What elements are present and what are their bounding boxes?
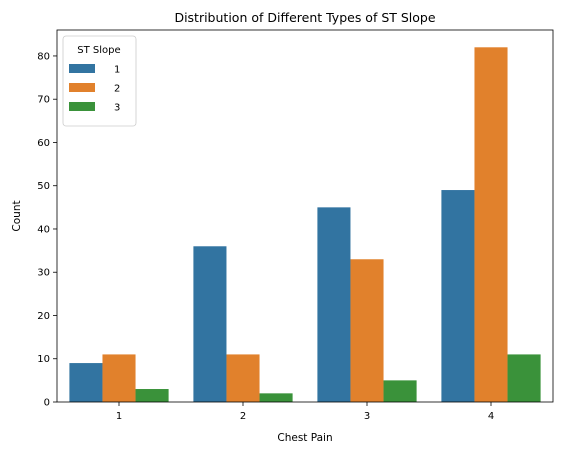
y-tick-label: 60 — [37, 138, 50, 149]
y-tick-label: 20 — [37, 311, 50, 322]
x-axis: 1 2 3 4 — [116, 402, 494, 422]
y-tick-label: 0 — [44, 398, 50, 409]
bar-cat-3-series-3 — [383, 380, 417, 402]
y-tick-label: 70 — [37, 95, 50, 106]
y-tick-label: 50 — [37, 181, 50, 192]
legend: ST Slope 1 2 3 — [62, 35, 137, 127]
x-tick-label: 4 — [488, 411, 494, 422]
bar-cat-3-series-2 — [350, 259, 384, 402]
y-tick-label: 80 — [37, 51, 50, 62]
chart-title: Distribution of Different Types of ST Sl… — [174, 10, 435, 25]
bar-cat-4-series-2 — [474, 47, 508, 403]
bar-cat-2-series-1 — [193, 246, 227, 402]
bar-cat-4-series-3 — [507, 354, 541, 402]
bar-cat-4-series-1 — [441, 190, 475, 402]
bar-cat-1-series-3 — [135, 389, 169, 402]
bars — [69, 47, 541, 403]
legend-swatch-1 — [69, 64, 95, 73]
bar-cat-2-series-2 — [226, 354, 260, 402]
y-tick-label: 10 — [37, 354, 50, 365]
x-tick-label: 1 — [116, 411, 122, 422]
legend-title: ST Slope — [77, 45, 120, 56]
bar-cat-3-series-1 — [317, 207, 351, 402]
y-axis-label: Count — [11, 200, 23, 231]
bar-cat-1-series-2 — [102, 354, 136, 402]
y-tick-label: 30 — [37, 268, 50, 279]
legend-swatch-2 — [69, 83, 95, 92]
legend-label-2: 2 — [114, 84, 120, 95]
legend-label-1: 1 — [114, 65, 120, 76]
legend-swatch-3 — [69, 102, 95, 111]
x-tick-label: 2 — [240, 411, 246, 422]
y-axis: 0 10 20 30 40 50 60 70 80 — [37, 51, 57, 409]
legend-label-3: 3 — [114, 103, 120, 114]
plot-frame — [56, 29, 554, 403]
y-tick-label: 40 — [37, 224, 50, 235]
x-axis-label: Chest Pain — [277, 432, 332, 444]
bar-cat-1-series-1 — [69, 363, 103, 402]
x-tick-label: 3 — [364, 411, 370, 422]
bar-cat-2-series-3 — [259, 393, 293, 402]
